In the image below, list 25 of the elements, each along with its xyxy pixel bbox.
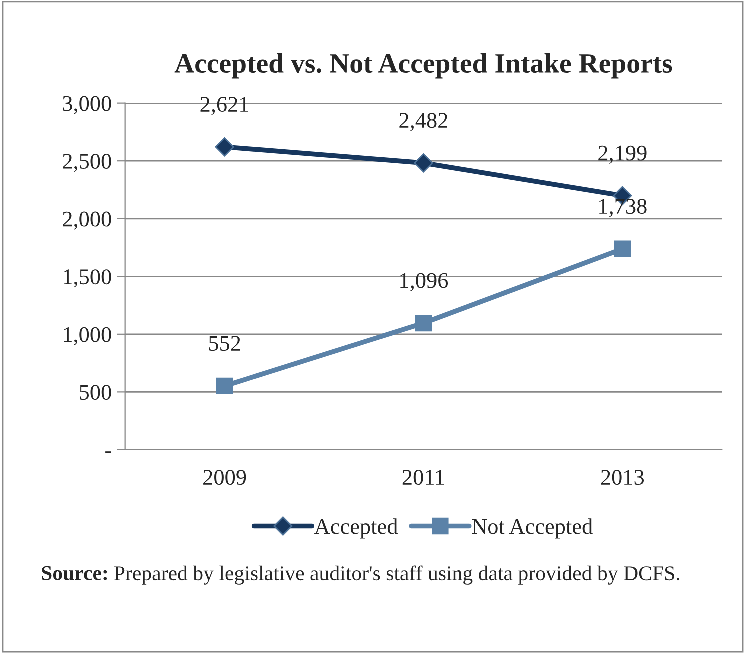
y-tick-label: 1,000: [64, 327, 112, 346]
legend-label: Not Accepted: [472, 518, 593, 539]
legend-label: Accepted: [314, 518, 398, 539]
point: [614, 240, 631, 258]
data-label: 2,199: [598, 146, 647, 164]
x-tick-label: 2013: [601, 470, 644, 486]
point: [415, 314, 432, 332]
source-note: Source: Prepared by legislative auditor's staff using data provided by DCFS.: [42, 566, 680, 585]
x-tick-label: 2011: [402, 470, 444, 486]
y-tick-label: -: [106, 452, 112, 454]
y-tick-label: 2,500: [63, 154, 112, 172]
data-label: 552: [209, 336, 240, 352]
chart-title: Accepted vs. Not Accepted Intake Reports: [174, 54, 672, 79]
point: [216, 378, 234, 395]
point: [414, 154, 434, 173]
data-label: 1,738: [600, 199, 647, 218]
y-tick-label: 3,000: [63, 96, 112, 114]
x-tick-label: 2009: [204, 470, 246, 486]
y-tick-label: 1,500: [64, 270, 112, 288]
data-label: 2,482: [400, 113, 448, 132]
point: [215, 138, 234, 157]
y-tick-label: 2,000: [63, 212, 112, 230]
y-tick-label: 500: [80, 385, 112, 400]
data-label: 2,621: [200, 97, 248, 116]
data-label: 1,096: [400, 273, 448, 292]
